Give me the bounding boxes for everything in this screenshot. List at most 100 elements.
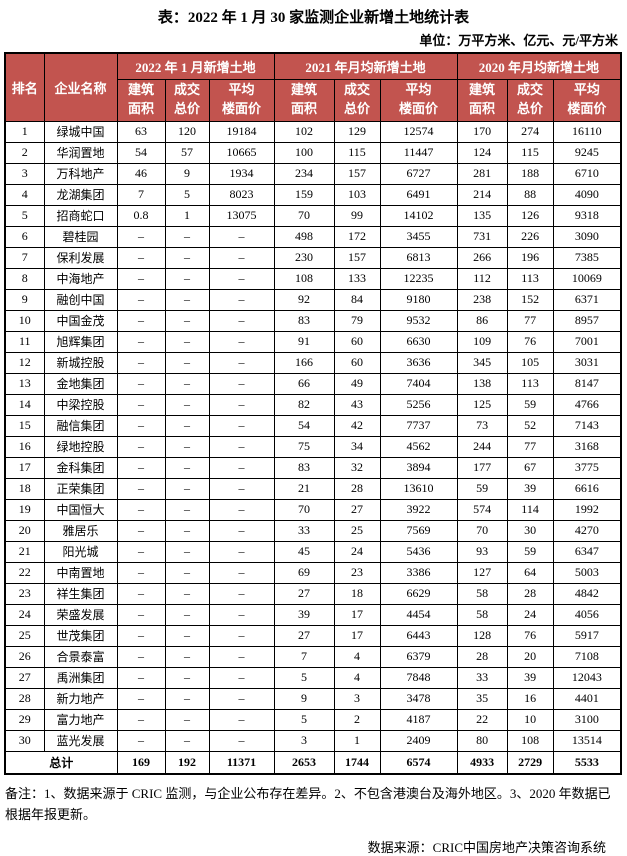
col-header-price-2022: 成交 总价 (164, 78, 210, 122)
value-cell: 33 (456, 666, 508, 689)
value-cell: 7 (273, 645, 335, 668)
value-cell: 226 (506, 225, 554, 248)
col-header-rank: 排名 (4, 52, 45, 122)
value-cell: 127 (456, 561, 508, 584)
value-cell: 7001 (552, 330, 622, 353)
value-cell: 114 (506, 498, 554, 521)
value-cell: – (116, 624, 166, 647)
group-header-2022: 2022 年 1 月新增土地 (116, 52, 275, 80)
rank-cell: 1 (4, 120, 45, 143)
value-cell: 3031 (552, 351, 622, 374)
total-value-cell: 169 (116, 750, 166, 775)
value-cell: 4090 (552, 183, 622, 206)
table-row: 10 中国金茂 – – –83 79 9532 86 77 8957 (4, 309, 622, 332)
value-cell: 170 (456, 120, 508, 143)
value-cell: 6443 (379, 624, 458, 647)
value-cell: – (208, 687, 275, 710)
value-cell: – (116, 225, 166, 248)
value-cell: 83 (273, 309, 335, 332)
table-row: 2 华润置地 54 57 10665 100 115 11447 124 115 9245 (4, 141, 622, 164)
value-cell: 5 (273, 708, 335, 731)
rank-cell: 21 (4, 540, 45, 563)
value-cell: 6813 (379, 246, 458, 269)
value-cell: – (208, 603, 275, 626)
value-cell: – (164, 666, 210, 689)
col-header-floor-price-2021: 平均 楼面价 (379, 78, 458, 122)
value-cell: – (208, 309, 275, 332)
value-cell: – (164, 708, 210, 731)
value-cell: 34 (333, 435, 381, 458)
value-cell: 5 (273, 666, 335, 689)
company-name-cell: 保利发展 (43, 246, 118, 269)
value-cell: 4187 (379, 708, 458, 731)
value-cell: 498 (273, 225, 335, 248)
value-cell: 80 (456, 729, 508, 752)
value-cell: 18 (333, 582, 381, 605)
value-cell: – (164, 393, 210, 416)
value-cell: – (208, 330, 275, 353)
value-cell: – (116, 645, 166, 668)
value-cell: 6347 (552, 540, 622, 563)
value-cell: 27 (333, 498, 381, 521)
value-cell: 27 (273, 582, 335, 605)
value-cell: 79 (333, 309, 381, 332)
value-cell: 3478 (379, 687, 458, 710)
rank-cell: 23 (4, 582, 45, 605)
company-name-cell: 绿城中国 (43, 120, 118, 143)
value-cell: 6710 (552, 162, 622, 185)
value-cell: 274 (506, 120, 554, 143)
value-cell: 54 (273, 414, 335, 437)
table-row: 29 富力地产 – – –5 2 4187 22 10 3100 (4, 708, 622, 731)
company-name-cell: 中海地产 (43, 267, 118, 290)
value-cell: 214 (456, 183, 508, 206)
value-cell: – (164, 603, 210, 626)
table-row: 27 禹洲集团 – – –5 4 7848 33 39 12043 (4, 666, 622, 689)
value-cell: 9 (164, 162, 210, 185)
value-cell: – (164, 582, 210, 605)
value-cell: 9532 (379, 309, 458, 332)
value-cell: 77 (506, 435, 554, 458)
value-cell: 3090 (552, 225, 622, 248)
col-header-company: 企业名称 (43, 52, 118, 122)
table-row: 22 中南置地 – – –69 23 3386 127 64 5003 (4, 561, 622, 584)
company-name-cell: 荣盛发展 (43, 603, 118, 626)
value-cell: 6379 (379, 645, 458, 668)
value-cell: 3 (333, 687, 381, 710)
value-cell: – (208, 645, 275, 668)
value-cell: – (164, 477, 210, 500)
value-cell: – (208, 540, 275, 563)
value-cell: 3455 (379, 225, 458, 248)
value-cell: – (208, 246, 275, 269)
value-cell: 22 (456, 708, 508, 731)
value-cell: 16 (506, 687, 554, 710)
value-cell: 11447 (379, 141, 458, 164)
value-cell: – (164, 309, 210, 332)
value-cell: 4842 (552, 582, 622, 605)
value-cell: 100 (273, 141, 335, 164)
value-cell: 6629 (379, 582, 458, 605)
table-row: 11 旭辉集团 – – –91 60 6630 109 76 7001 (4, 330, 622, 353)
value-cell: 281 (456, 162, 508, 185)
value-cell: – (164, 624, 210, 647)
value-cell: 42 (333, 414, 381, 437)
value-cell: 39 (506, 666, 554, 689)
value-cell: 19184 (208, 120, 275, 143)
value-cell: 266 (456, 246, 508, 269)
col-header-gfa-2022: 建筑 面积 (116, 78, 166, 122)
value-cell: 16110 (552, 120, 622, 143)
value-cell: 73 (456, 414, 508, 437)
value-cell: 4454 (379, 603, 458, 626)
value-cell: 59 (506, 540, 554, 563)
value-cell: 2409 (379, 729, 458, 752)
value-cell: – (164, 435, 210, 458)
rank-cell: 24 (4, 603, 45, 626)
sub-header-row: 建筑 面积 成交 总价 平均 楼面价 建筑 面积 成交 总价 平均 楼面价 建筑… (5, 78, 622, 122)
table-row: 26 合景泰富 – – –7 4 6379 28 20 7108 (4, 645, 622, 668)
table-row: 23 祥生集团 – – –27 18 6629 58 28 4842 (4, 582, 622, 605)
value-cell: 124 (456, 141, 508, 164)
value-cell: 0.8 (116, 204, 166, 227)
rank-cell: 26 (4, 645, 45, 668)
total-value-cell: 192 (164, 750, 210, 775)
value-cell: – (208, 288, 275, 311)
value-cell: – (116, 561, 166, 584)
